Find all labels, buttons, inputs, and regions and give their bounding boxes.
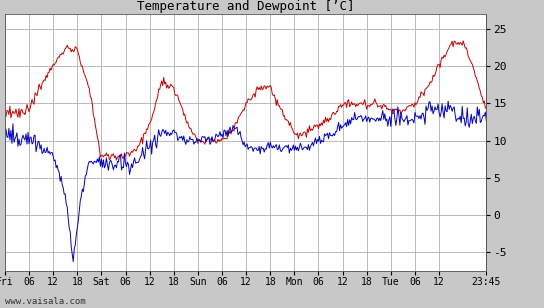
Text: www.vaisala.com: www.vaisala.com <box>5 298 86 306</box>
Title: Temperature and Dewpoint [’C]: Temperature and Dewpoint [’C] <box>137 0 354 13</box>
